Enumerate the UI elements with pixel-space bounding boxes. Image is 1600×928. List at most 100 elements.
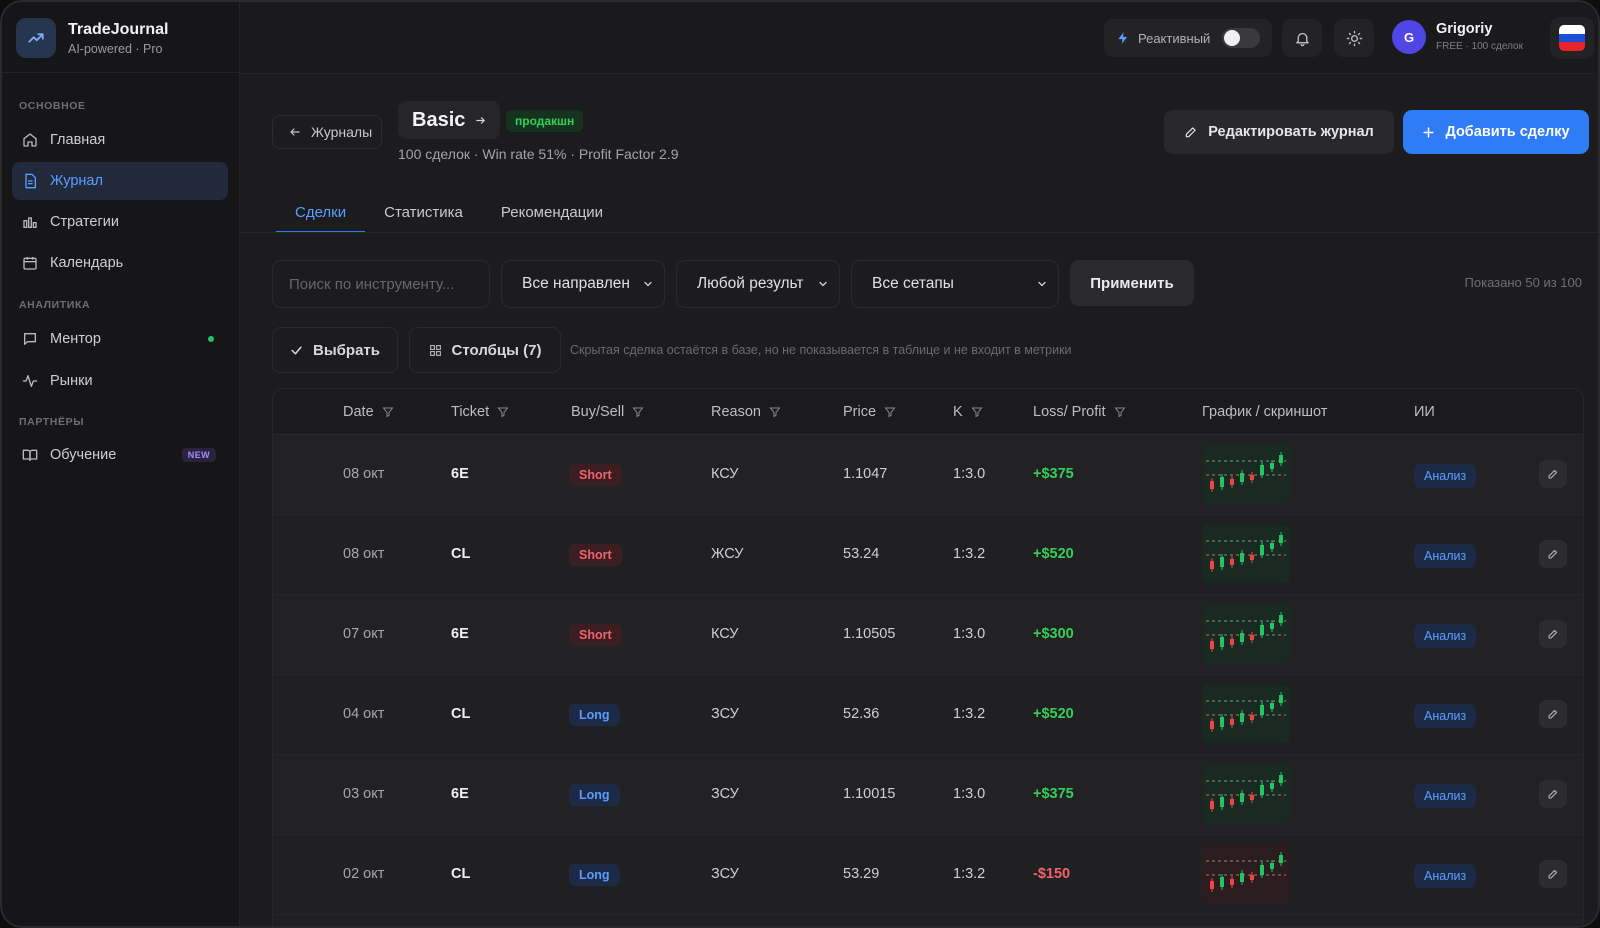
column-header-pnl[interactable]: Loss/ Profit [1033, 404, 1126, 420]
cell-pnl: +$300 [1033, 626, 1074, 642]
cell-date: 04 окт [343, 706, 385, 722]
filter-icon [1114, 407, 1126, 418]
book-icon [22, 449, 38, 461]
lightning-icon [1118, 32, 1128, 44]
ai-analysis-button[interactable]: Анализ [1414, 464, 1477, 488]
sidebar-item-strategies[interactable]: Стратегии [12, 203, 228, 241]
chart-screenshot[interactable] [1202, 525, 1290, 583]
direction-value: Все направлен [522, 275, 630, 292]
column-header-reason[interactable]: Reason [711, 404, 781, 420]
pencil-icon [1548, 789, 1558, 799]
filter-icon [769, 407, 781, 418]
pencil-icon [1548, 549, 1558, 559]
chart-screenshot[interactable] [1202, 845, 1290, 903]
direction-select[interactable]: Все направлен [501, 260, 665, 308]
cell-ticket: CL [451, 706, 471, 722]
cell-rr: 1:3.0 [953, 626, 986, 642]
cell-reason: КСУ [711, 626, 739, 642]
cell-ticket: 6E [451, 466, 469, 482]
column-header-k[interactable]: K [953, 404, 983, 420]
table-row[interactable]: 02 окт CL Long ЗСУ 53.29 1:3.2 -$150 Анализ [273, 835, 1583, 915]
avatar[interactable]: G [1392, 20, 1426, 54]
edit-trade-button[interactable] [1539, 620, 1567, 648]
cell-rr: 1:3.0 [953, 466, 986, 482]
sidebar-item-calendar[interactable]: Календарь [12, 244, 228, 282]
column-header-date[interactable]: Date [343, 404, 394, 420]
chart-screenshot[interactable] [1202, 765, 1290, 823]
column-header-ticket[interactable]: Ticket [451, 404, 509, 420]
chart-screenshot[interactable] [1202, 445, 1290, 503]
chart-thumbnail-icon [1206, 772, 1286, 812]
sidebar-item-learning[interactable]: Обучение NEW [12, 436, 228, 474]
sidebar-item-journal[interactable]: Журнал [12, 162, 228, 200]
chat-icon [24, 333, 36, 345]
chart-thumbnail-icon [1206, 692, 1286, 732]
sidebar-item-label: Стратегии [50, 214, 119, 230]
filter-icon [884, 407, 896, 418]
direction-badge: Short [569, 544, 622, 566]
online-status-dot [208, 336, 214, 342]
sun-icon [1346, 30, 1362, 46]
divider [2, 72, 240, 73]
table-row[interactable]: 08 окт CL Short ЖСУ 53.24 1:3.2 +$520 Анализ [273, 515, 1583, 595]
pencil-icon [1548, 869, 1558, 879]
edit-trade-button[interactable] [1539, 780, 1567, 808]
cell-ticket: CL [451, 546, 471, 562]
cell-pnl: +$520 [1033, 546, 1074, 562]
cell-price: 1.1047 [843, 466, 888, 482]
setups-select[interactable]: Все сетапы [851, 260, 1059, 308]
theme-toggle-button[interactable] [1334, 19, 1374, 57]
add-trade-button[interactable]: Добавить сделку [1403, 110, 1589, 154]
reactive-toggle-control[interactable]: Реактивный [1104, 19, 1272, 57]
select-rows-label: Выбрать [313, 341, 380, 359]
column-header-ai: ИИ [1414, 404, 1435, 420]
tab-statistics[interactable]: Статистика [384, 203, 463, 221]
language-button[interactable] [1550, 17, 1594, 59]
pencil-icon [1548, 629, 1558, 639]
pulse-icon [22, 375, 38, 387]
select-rows-button[interactable]: Выбрать [272, 327, 398, 373]
journal-switcher[interactable]: Basic [398, 101, 501, 139]
edit-journal-button[interactable]: Редактировать журнал [1164, 110, 1394, 154]
cell-rr: 1:3.0 [953, 786, 986, 802]
tab-recommendations[interactable]: Рекомендации [500, 203, 604, 221]
table-row[interactable]: 07 окт 6E Short КСУ 1.10505 1:3.0 +$300 Анализ [273, 595, 1583, 675]
chart-screenshot[interactable] [1202, 605, 1290, 663]
ai-analysis-button[interactable]: Анализ [1414, 624, 1477, 648]
ai-analysis-button[interactable]: Анализ [1414, 544, 1477, 568]
column-header-price[interactable]: Price [843, 404, 896, 420]
edit-trade-button[interactable] [1539, 540, 1567, 568]
back-to-journals-button[interactable]: Журналы [272, 115, 382, 149]
sidebar-item-home[interactable]: Главная [12, 121, 228, 159]
ai-analysis-button[interactable]: Анализ [1414, 784, 1477, 808]
sidebar-item-markets[interactable]: Рынки [12, 362, 228, 400]
chart-screenshot[interactable] [1202, 685, 1290, 743]
sidebar-item-mentor[interactable]: Ментор [12, 320, 228, 358]
direction-badge: Short [569, 464, 622, 486]
reactive-toggle[interactable] [1222, 28, 1260, 48]
back-label: Журналы [311, 124, 373, 140]
table-row[interactable]: 04 окт CL Long ЗСУ 52.36 1:3.2 +$520 Анализ [273, 675, 1583, 755]
ai-analysis-button[interactable]: Анализ [1414, 864, 1477, 888]
table-row[interactable]: 03 окт 6E Long ЗСУ 1.10015 1:3.0 +$375 Анализ [273, 755, 1583, 835]
edit-trade-button[interactable] [1539, 460, 1567, 488]
search-input[interactable] [272, 260, 490, 308]
tab-trades[interactable]: Сделки [276, 192, 366, 233]
new-badge: NEW [181, 448, 216, 462]
edit-trade-button[interactable] [1539, 860, 1567, 888]
table-row[interactable]: 08 окт 6E Short КСУ 1.1047 1:3.0 +$375 Анализ [273, 435, 1583, 515]
result-select[interactable]: Любой результ [676, 260, 840, 308]
columns-button[interactable]: Столбцы (7) [409, 327, 561, 373]
table-header: Date Ticket Buy/Sell Reason Price K Loss… [273, 389, 1583, 435]
apply-filters-button[interactable]: Применить [1070, 260, 1194, 306]
chevron-down-icon [819, 281, 827, 287]
user-name[interactable]: Grigoriy [1436, 21, 1493, 37]
brand[interactable]: TradeJournal AI-powered · Pro [16, 18, 168, 58]
cell-date: 08 окт [343, 546, 385, 562]
reactive-label: Реактивный [1138, 30, 1211, 46]
pencil-icon [1548, 709, 1558, 719]
edit-trade-button[interactable] [1539, 700, 1567, 728]
column-header-buysell[interactable]: Buy/Sell [571, 404, 644, 420]
ai-analysis-button[interactable]: Анализ [1414, 704, 1477, 728]
notifications-button[interactable] [1282, 19, 1322, 57]
